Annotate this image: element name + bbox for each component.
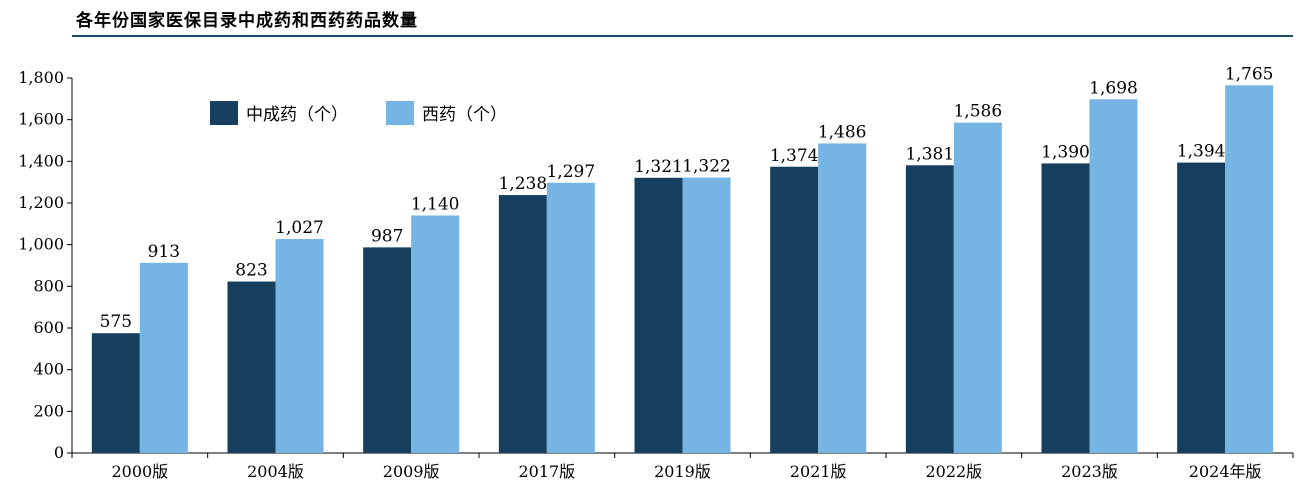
bar-western (546, 182, 595, 453)
y-tick-label: 1,200 (18, 193, 64, 212)
bar-western (275, 239, 324, 453)
legend-swatch (386, 101, 414, 125)
x-tick-label: 2019版 (654, 462, 711, 481)
legend-label: 西药（个） (422, 105, 507, 125)
data-label: 575 (100, 312, 132, 332)
data-label: 1,297 (546, 162, 595, 182)
y-tick-label: 1,000 (18, 235, 64, 254)
bar-tcm (498, 195, 547, 454)
x-tick-label: 2000版 (111, 462, 168, 481)
bar-tcm (1041, 163, 1090, 453)
data-label: 1,698 (1089, 78, 1138, 98)
bar-western (139, 262, 188, 453)
data-label: 1,238 (498, 174, 547, 194)
bar-tcm (91, 333, 140, 453)
title-divider (72, 35, 1293, 37)
x-tick-label: 2009版 (383, 462, 440, 481)
data-label: 1,027 (275, 218, 324, 238)
data-label: 913 (148, 242, 180, 262)
bar-tcm (634, 177, 683, 453)
x-tick-label: 2021版 (790, 462, 847, 481)
data-label: 1,486 (818, 122, 867, 142)
y-tick-label: 600 (33, 318, 64, 337)
data-label: 1,140 (411, 195, 460, 215)
bar-western (682, 177, 731, 454)
bar-western (411, 215, 460, 453)
data-label: 1,390 (1041, 142, 1090, 162)
data-label: 1,586 (953, 102, 1002, 122)
bar-western (953, 122, 1002, 453)
bar-western (818, 143, 867, 453)
legend-swatch (210, 101, 238, 125)
bar-tcm (770, 166, 819, 453)
data-label: 1,765 (1225, 64, 1274, 84)
y-tick-label: 400 (33, 360, 64, 379)
bar-tcm (905, 165, 954, 453)
x-tick-label: 2023版 (1061, 462, 1118, 481)
data-label: 1,374 (770, 146, 819, 166)
legend-label: 中成药（个） (246, 105, 348, 125)
x-tick-label: 2024年版 (1189, 462, 1262, 481)
data-label: 823 (235, 261, 267, 281)
x-tick-label: 2004版 (247, 462, 304, 481)
bar-tcm (227, 281, 276, 453)
y-tick-label: 1,400 (18, 151, 64, 170)
data-label: 987 (371, 226, 403, 246)
bar-tcm (363, 247, 412, 453)
y-tick-label: 200 (33, 401, 64, 420)
data-label: 1,322 (682, 157, 731, 177)
data-label: 1,394 (1177, 142, 1226, 162)
x-tick-label: 2022版 (925, 462, 982, 481)
x-tick-label: 2017版 (518, 462, 575, 481)
data-label: 1,381 (905, 144, 954, 164)
y-tick-label: 800 (33, 276, 64, 295)
bar-western (1089, 99, 1138, 453)
bar-tcm (1177, 162, 1226, 454)
data-label: 1,321 (634, 157, 683, 177)
y-tick-label: 1,600 (18, 110, 64, 129)
chart-title: 各年份国家医保目录中成药和西药药品数量 (76, 11, 418, 31)
y-tick-label: 1,800 (18, 68, 64, 87)
bar-western (1225, 85, 1274, 454)
y-tick-label: 0 (54, 443, 64, 462)
